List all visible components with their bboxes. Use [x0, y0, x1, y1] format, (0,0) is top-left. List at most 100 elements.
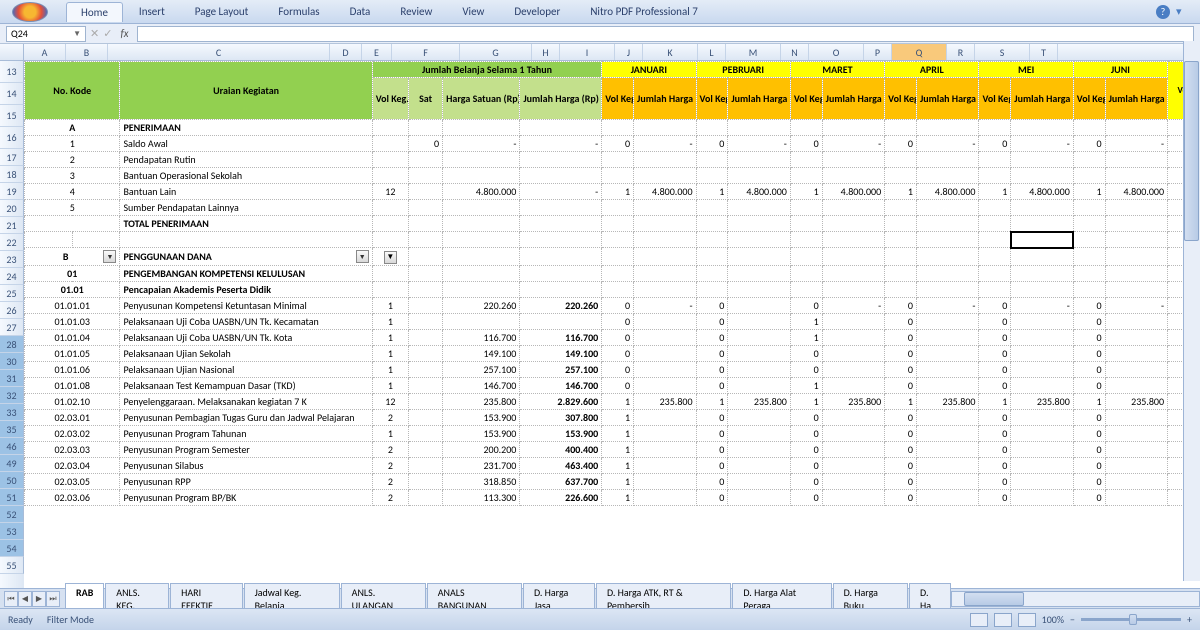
col-header-T[interactable]: T — [1030, 44, 1058, 60]
row-header-31[interactable]: 31 — [0, 370, 24, 387]
table-row[interactable]: B▼PENGGUNAAN DANA▼▼ — [25, 248, 1200, 266]
col-header-R[interactable]: R — [947, 44, 975, 60]
ribbon-tab-view[interactable]: View — [448, 2, 498, 22]
col-header-I[interactable]: I — [560, 44, 615, 60]
grid[interactable]: No. KodeUraian KegiatanJumlah Belanja Se… — [24, 61, 1200, 604]
col-header-N[interactable]: N — [781, 44, 809, 60]
ribbon-tab-data[interactable]: Data — [336, 2, 385, 22]
table-row[interactable]: 02.03.01Penyusunan Pembagian Tugas Guru … — [25, 410, 1200, 426]
row-header-32[interactable]: 32 — [0, 387, 24, 404]
name-box[interactable]: Q24▼ — [6, 26, 86, 42]
row-header-17[interactable]: 17 — [0, 149, 24, 166]
row-header-51[interactable]: 51 — [0, 489, 24, 506]
view-break-icon[interactable] — [1018, 613, 1036, 627]
row-header-21[interactable]: 21 — [0, 217, 24, 234]
table-row[interactable]: 01PENGEMBANGAN KOMPETENSI KELULUSAN — [25, 266, 1200, 282]
enter-icon[interactable]: ✓ — [103, 27, 112, 40]
row-header-46[interactable]: 46 — [0, 438, 24, 455]
formula-input[interactable] — [137, 26, 1194, 42]
col-header-G[interactable]: G — [460, 44, 532, 60]
table-row[interactable]: 01.01.06Pelaksanaan Ujian Nasional1257.1… — [25, 362, 1200, 378]
table-row[interactable]: 01.02.10Penyelenggaraan. Melaksanakan ke… — [25, 394, 1200, 410]
ribbon-tab-nitro-pdf-professional-7[interactable]: Nitro PDF Professional 7 — [576, 2, 712, 22]
row-header-24[interactable]: 24 — [0, 268, 24, 285]
table-row[interactable]: 5Sumber Pendapatan Lainnya — [25, 200, 1200, 216]
table-row[interactable]: TOTAL PENERIMAAN — [25, 216, 1200, 232]
row-header-53[interactable]: 53 — [0, 523, 24, 540]
table-row[interactable]: 01.01.01Penyusunan Kompetensi Ketuntasan… — [25, 298, 1200, 314]
office-button[interactable] — [12, 2, 48, 22]
horizontal-scrollbar[interactable] — [951, 591, 1200, 607]
row-header-18[interactable]: 18 — [0, 166, 24, 183]
name-box-dropdown-icon[interactable]: ▼ — [73, 29, 81, 39]
col-header-H[interactable]: H — [532, 44, 560, 60]
row-header-54[interactable]: 54 — [0, 540, 24, 557]
row-header-50[interactable]: 50 — [0, 472, 24, 489]
row-header-52[interactable]: 52 — [0, 506, 24, 523]
ribbon-tab-formulas[interactable]: Formulas — [264, 2, 333, 22]
col-header-J[interactable]: J — [615, 44, 643, 60]
col-header-P[interactable]: P — [864, 44, 892, 60]
row-header-27[interactable]: 27 — [0, 319, 24, 336]
row-header-22[interactable]: 22 — [0, 234, 24, 251]
tab-prev-icon[interactable]: ◀ — [18, 591, 32, 607]
ribbon-tab-insert[interactable]: Insert — [125, 2, 179, 22]
col-header-M[interactable]: M — [726, 44, 781, 60]
row-header-35[interactable]: 35 — [0, 421, 24, 438]
row-header-15[interactable]: 15 — [0, 105, 24, 127]
row-header-14[interactable]: 14 — [0, 83, 24, 105]
tab-last-icon[interactable]: ⏭ — [46, 591, 60, 607]
col-header-K[interactable]: K — [643, 44, 698, 60]
ribbon-tab-developer[interactable]: Developer — [500, 2, 574, 22]
col-header-Q[interactable]: Q — [892, 44, 947, 60]
row-header-30[interactable]: 30 — [0, 353, 24, 370]
tab-next-icon[interactable]: ▶ — [32, 591, 46, 607]
ribbon-tab-review[interactable]: Review — [386, 2, 446, 22]
fx-icon[interactable]: fx — [116, 27, 132, 40]
table-row[interactable]: 1Saldo Awal0--0-0-0-0-0-0-0 — [25, 136, 1200, 152]
col-header-F[interactable]: F — [392, 44, 460, 60]
row-header-13[interactable]: 13 — [0, 61, 24, 83]
col-header-A[interactable]: A — [24, 44, 66, 60]
table-row[interactable]: 02.03.04Penyusunan Silabus2231.700463.40… — [25, 458, 1200, 474]
col-header-E[interactable]: E — [362, 44, 392, 60]
table-row[interactable]: 2Pendapatan Rutin — [25, 152, 1200, 168]
table-row[interactable]: 02.03.03Penyusunan Program Semester2200.… — [25, 442, 1200, 458]
ribbon-tab-home[interactable]: Home — [66, 2, 123, 22]
col-header-S[interactable]: S — [975, 44, 1030, 60]
row-header-49[interactable]: 49 — [0, 455, 24, 472]
table-row[interactable]: 01.01Pencapaian Akademis Peserta Didik — [25, 282, 1200, 298]
vertical-scrollbar[interactable] — [1183, 41, 1200, 581]
table-row[interactable]: 01.01.03Pelaksanaan Uji Coba UASBN/UN Tk… — [25, 314, 1200, 330]
col-header-D[interactable]: D — [330, 44, 362, 60]
row-header-33[interactable]: 33 — [0, 404, 24, 421]
cancel-icon[interactable]: ✕ — [90, 27, 99, 40]
ribbon-tab-page-layout[interactable]: Page Layout — [181, 2, 263, 22]
row-header-20[interactable]: 20 — [0, 200, 24, 217]
row-header-25[interactable]: 25 — [0, 285, 24, 302]
zoom-in-icon[interactable]: + — [1187, 613, 1192, 626]
table-row[interactable]: 01.01.08Pelaksanaan Test Kemampuan Dasar… — [25, 378, 1200, 394]
row-header-23[interactable]: 23 — [0, 251, 24, 268]
row-header-55[interactable]: 55 — [0, 557, 24, 574]
table-row[interactable]: 02.03.06Penyusunan Program BP/BK2113.300… — [25, 490, 1200, 506]
table-row[interactable]: 02.03.02Penyusunan Program Tahunan1153.9… — [25, 426, 1200, 442]
table-row[interactable]: 02.03.05Penyusunan RPP2318.850637.700100… — [25, 474, 1200, 490]
row-header-19[interactable]: 19 — [0, 183, 24, 200]
col-header-O[interactable]: O — [809, 44, 864, 60]
view-normal-icon[interactable] — [970, 613, 988, 627]
col-header-L[interactable]: L — [698, 44, 726, 60]
select-all-corner[interactable] — [0, 44, 24, 60]
help-icon[interactable]: ? — [1156, 5, 1170, 19]
row-header-26[interactable]: 26 — [0, 302, 24, 319]
zoom-out-icon[interactable]: − — [1070, 613, 1075, 626]
zoom-slider[interactable] — [1081, 618, 1181, 621]
table-row[interactable]: 4Bantuan Lain124.800.000-14.800.00014.80… — [25, 184, 1200, 200]
col-header-B[interactable]: B — [66, 44, 108, 60]
table-row[interactable]: APENERIMAAN — [25, 120, 1200, 136]
row-header-16[interactable]: 16 — [0, 127, 24, 149]
row-header-28[interactable]: 28 — [0, 336, 24, 353]
view-layout-icon[interactable] — [994, 613, 1012, 627]
table-row[interactable]: 01.01.04Pelaksanaan Uji Coba UASBN/UN Tk… — [25, 330, 1200, 346]
col-header-C[interactable]: C — [108, 44, 330, 60]
